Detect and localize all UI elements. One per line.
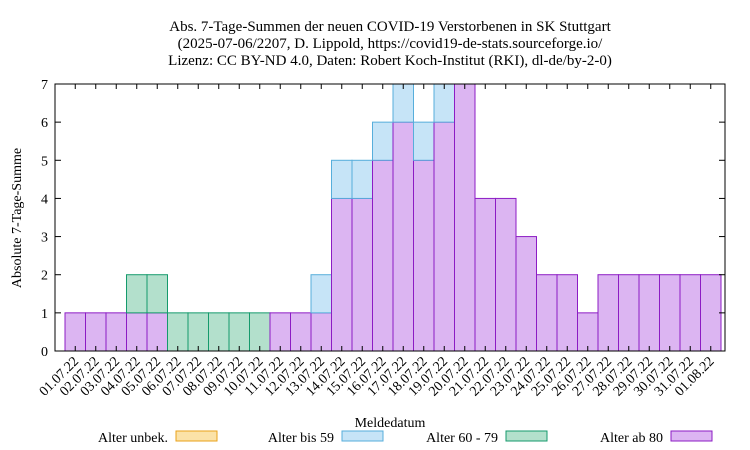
y-tick-label-5: 5	[41, 154, 48, 169]
bar-1-9	[249, 312, 271, 352]
plot-frame	[54, 83, 726, 352]
legend-label-0: Alter unbek.	[98, 431, 168, 446]
title-line-3: Lizenz: CC BY-ND 4.0, Daten: Robert Koch…	[168, 53, 612, 69]
legend-swatch-1	[341, 430, 384, 442]
bar-1-3	[126, 274, 148, 314]
legend-swatch-3	[670, 430, 713, 442]
legend-label-1: Alter bis 59	[268, 431, 334, 446]
bar-0-3	[126, 312, 148, 352]
y-tick-label-4: 4	[41, 192, 48, 207]
bar-0-31	[700, 274, 722, 352]
y-tick-label-3: 3	[41, 231, 48, 246]
legend-label-3: Alter ab 80	[600, 431, 663, 446]
bar-2-17	[413, 121, 435, 161]
bar-0-17	[413, 159, 435, 352]
bar-0-21	[495, 197, 517, 352]
bar-0-19	[454, 83, 476, 352]
y-tick-label-1: 1	[41, 307, 48, 322]
bar-0-26	[597, 274, 619, 352]
y-tick-label-7: 7	[41, 78, 48, 93]
bar-0-10	[269, 312, 291, 352]
bar-0-16	[392, 121, 414, 352]
y-tick-label-2: 2	[41, 269, 48, 284]
title-line-2: (2025-07-06/2207, D. Lippold, https://co…	[178, 36, 603, 52]
bar-2-14	[351, 159, 373, 199]
bar-0-18	[433, 121, 455, 352]
x-axis-label: Meldedatum	[355, 416, 426, 431]
bar-0-13	[331, 197, 353, 352]
bar-0-23	[536, 274, 558, 352]
y-tick-label-0: 0	[41, 345, 48, 360]
bar-0-29	[659, 274, 681, 352]
legend: Alter unbek. Alter bis 59 Alter 60 - 79 Alt…	[98, 430, 713, 446]
bar-1-8	[228, 312, 250, 352]
bar-2-15	[372, 121, 394, 161]
bar-0-14	[351, 197, 373, 352]
bar-1-4	[146, 274, 168, 314]
bar-1-7	[208, 312, 230, 352]
bar-2-13	[331, 159, 353, 199]
bars	[64, 83, 722, 352]
bar-2-12	[310, 274, 332, 314]
bar-2-18	[433, 83, 455, 123]
bar-0-27	[618, 274, 640, 352]
bar-0-30	[679, 274, 701, 352]
legend-swatch-2	[505, 430, 548, 442]
bar-0-0	[64, 312, 86, 352]
bar-1-6	[187, 312, 209, 352]
legend-label-2: Alter 60 - 79	[426, 431, 498, 446]
bar-0-2	[105, 312, 127, 352]
bar-0-4	[146, 312, 168, 352]
bar-0-1	[85, 312, 107, 352]
y-tick-label-6: 6	[41, 116, 48, 131]
bar-0-25	[577, 312, 599, 352]
bar-0-15	[372, 159, 394, 352]
y-axis: 0 1 2 3 4 5 6 7	[41, 78, 725, 360]
bar-0-22	[515, 236, 537, 352]
y-axis-label: Absolute 7-Tage-Summe	[10, 148, 25, 288]
bar-0-11	[290, 312, 312, 352]
bar-0-12	[310, 312, 332, 352]
bar-0-28	[638, 274, 660, 352]
bar-0-24	[556, 274, 578, 352]
bar-0-20	[474, 197, 496, 352]
chart-title: Abs. 7-Tage-Summen der neuen COVID-19 Ve…	[168, 19, 612, 69]
bar-2-16	[392, 83, 414, 123]
title-line-1: Abs. 7-Tage-Summen der neuen COVID-19 Ve…	[169, 19, 611, 35]
legend-swatch-0	[175, 430, 218, 442]
bar-1-5	[167, 312, 189, 352]
